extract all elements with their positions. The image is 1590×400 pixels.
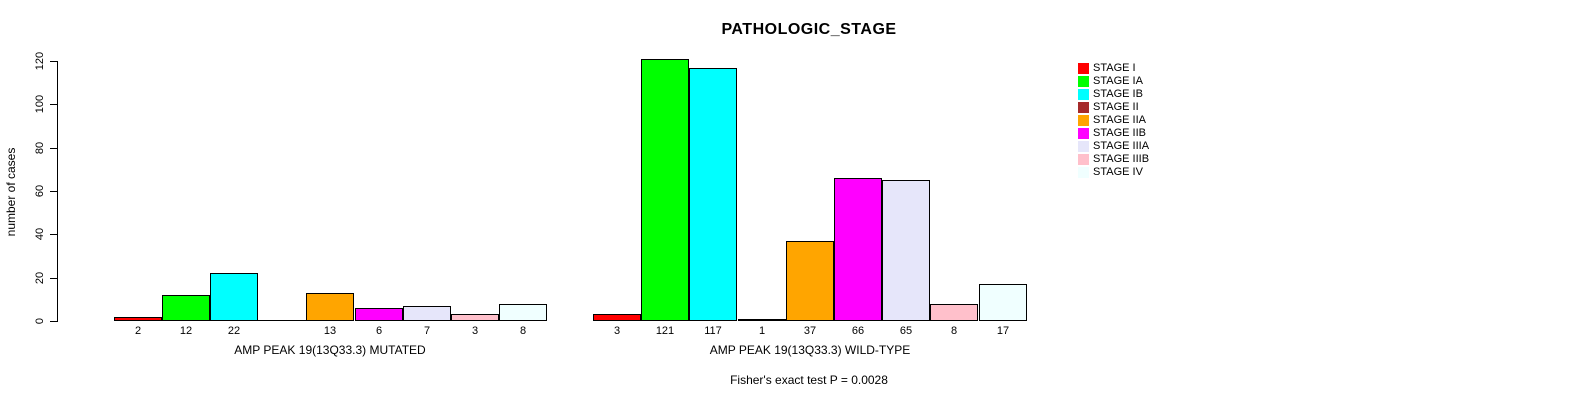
legend-item-stage-iv: STAGE IV [1078, 166, 1149, 179]
legend-label: STAGE IA [1093, 75, 1143, 87]
legend-swatch-stage-iia [1078, 115, 1089, 126]
y-tick-mark [50, 321, 57, 322]
y-axis-line [57, 61, 58, 322]
legend: STAGE I STAGE IA STAGE IB STAGE II STAGE IIA… [1078, 62, 1149, 179]
legend-item-stage-i: STAGE I [1078, 62, 1149, 75]
bar-wild-type-stage-iib [834, 178, 882, 321]
bar-value-label-mutated-stage-iv: 8 [519, 325, 527, 337]
y-tick-mark [50, 148, 57, 149]
bar-mutated-stage-ii [258, 320, 306, 321]
bar-wild-type-stage-ia [641, 59, 689, 321]
bar-mutated-stage-iib [355, 308, 403, 321]
legend-label: STAGE IIIA [1093, 140, 1150, 152]
legend-swatch-stage-iiib [1078, 154, 1089, 165]
y-axis-title: number of cases [4, 147, 18, 237]
bar-value-label-wild-type-stage-ib: 117 [704, 325, 722, 337]
legend-label: STAGE IIB [1093, 127, 1146, 139]
y-tick-label: 80 [34, 141, 46, 155]
bar-mutated-stage-iv [499, 304, 547, 321]
legend-swatch-stage-iv [1078, 167, 1089, 178]
bar-value-label-wild-type-stage-iia: 37 [803, 325, 817, 337]
legend-swatch-stage-ia [1078, 76, 1089, 87]
bar-mutated-stage-iiib [451, 314, 499, 321]
y-tick-label: 0 [34, 317, 46, 325]
bar-value-label-wild-type-stage-iib: 66 [851, 325, 865, 337]
y-tick-mark [50, 278, 57, 279]
y-tick-label: 40 [34, 227, 46, 241]
bar-value-label-wild-type-stage-iiia: 65 [899, 325, 913, 337]
legend-item-stage-iia: STAGE IIA [1078, 114, 1149, 127]
bar-value-label-mutated-stage-iib: 6 [375, 325, 383, 337]
legend-swatch-stage-iib [1078, 128, 1089, 139]
bar-wild-type-stage-iiib [930, 304, 978, 321]
y-tick-mark [50, 191, 57, 192]
y-tick-mark [50, 61, 57, 62]
bar-mutated-stage-iia [306, 293, 354, 321]
bar-wild-type-stage-iv [979, 284, 1027, 321]
bar-value-label-mutated-stage-iiib: 3 [471, 325, 479, 337]
y-tick-mark [50, 234, 57, 235]
bar-value-label-wild-type-stage-iv: 17 [996, 325, 1010, 337]
bar-wild-type-stage-iiia [882, 180, 930, 321]
x-axis-label-wild-type: AMP PEAK 19(13Q33.3) WILD-TYPE [709, 343, 911, 357]
legend-swatch-stage-iiia [1078, 141, 1089, 152]
bar-wild-type-stage-ib [689, 68, 737, 321]
bar-value-label-mutated-stage-ib: 22 [227, 325, 241, 337]
y-tick-label: 100 [34, 94, 46, 114]
bar-wild-type-stage-iia [786, 241, 834, 321]
legend-label: STAGE IIIB [1093, 153, 1150, 165]
legend-label: STAGE I [1093, 62, 1136, 74]
bar-value-label-wild-type-stage-iiib: 8 [950, 325, 958, 337]
bar-mutated-stage-ib [210, 273, 258, 321]
legend-item-stage-iib: STAGE IIB [1078, 127, 1149, 140]
fisher-test-caption: Fisher's exact test P = 0.0028 [730, 373, 888, 387]
bar-value-label-wild-type-stage-ii: 1 [758, 325, 766, 337]
legend-swatch-stage-ib [1078, 89, 1089, 100]
legend-swatch-stage-ii [1078, 102, 1089, 113]
y-tick-label: 60 [34, 184, 46, 198]
x-axis-label-mutated: AMP PEAK 19(13Q33.3) MUTATED [234, 343, 426, 357]
legend-label: STAGE IV [1093, 166, 1143, 178]
bar-value-label-mutated-stage-i: 2 [134, 325, 142, 337]
bar-value-label-mutated-stage-iia: 13 [323, 325, 337, 337]
bar-value-label-mutated-stage-ia: 12 [179, 325, 193, 337]
bar-mutated-stage-ia [162, 295, 210, 321]
y-tick-label: 120 [34, 51, 46, 71]
legend-item-stage-ia: STAGE IA [1078, 75, 1149, 88]
y-tick-label: 20 [34, 271, 46, 285]
bar-wild-type-stage-ii [738, 319, 786, 321]
bar-value-label-wild-type-stage-ia: 121 [655, 325, 675, 337]
legend-label: STAGE IIA [1093, 114, 1146, 126]
chart-title: PATHOLOGIC_STAGE [721, 21, 897, 38]
bar-value-label-mutated-stage-iiia: 7 [423, 325, 431, 337]
bar-wild-type-stage-i [593, 314, 641, 321]
bar-mutated-stage-i [114, 317, 162, 321]
bar-mutated-stage-iiia [403, 306, 451, 321]
bar-value-label-wild-type-stage-i: 3 [613, 325, 621, 337]
legend-item-stage-iiia: STAGE IIIA [1078, 140, 1149, 153]
legend-item-stage-ib: STAGE IB [1078, 88, 1149, 101]
legend-label: STAGE II [1093, 101, 1139, 113]
legend-item-stage-iiib: STAGE IIIB [1078, 153, 1149, 166]
legend-label: STAGE IB [1093, 88, 1143, 100]
y-tick-mark [50, 104, 57, 105]
legend-item-stage-ii: STAGE II [1078, 101, 1149, 114]
legend-swatch-stage-i [1078, 63, 1089, 74]
